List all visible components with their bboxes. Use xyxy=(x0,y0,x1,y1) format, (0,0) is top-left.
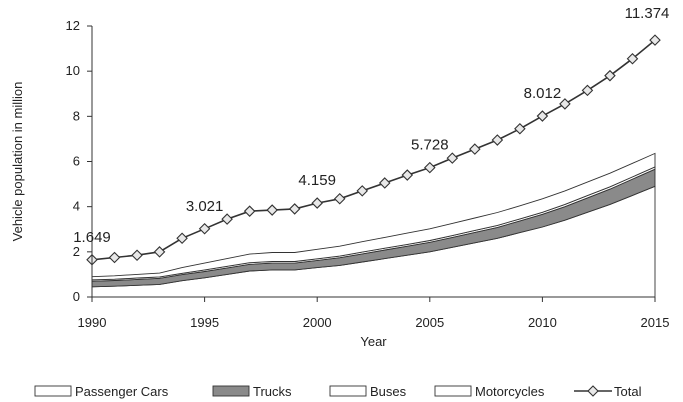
axes xyxy=(87,25,656,302)
total-marker xyxy=(288,203,301,215)
y-tick-label: 10 xyxy=(66,63,80,78)
total-data-label: 11.374 xyxy=(625,5,670,22)
total-marker xyxy=(221,213,233,225)
total-marker xyxy=(153,246,166,258)
legend-swatch-passenger-cars xyxy=(34,385,72,397)
legend-label-motorcycles: Motorcycles xyxy=(475,384,545,399)
y-tick-label: 12 xyxy=(66,18,80,33)
legend-swatch-trucks xyxy=(212,385,250,397)
y-tick-label: 6 xyxy=(73,154,80,169)
legend-label-total: Total xyxy=(614,384,642,399)
legend-swatch-buses xyxy=(329,385,367,397)
x-tick-label: 2005 xyxy=(415,315,444,330)
stacked-areas xyxy=(91,152,656,298)
total-marker xyxy=(198,222,211,235)
area-motorcycles xyxy=(91,152,656,281)
y-tick-label: 2 xyxy=(73,244,80,259)
total-data-label: 4.159 xyxy=(298,172,336,189)
x-tick-label: 2000 xyxy=(303,315,332,330)
total-marker xyxy=(604,69,616,82)
y-tick-label: 0 xyxy=(73,289,80,304)
legend-label-passenger-cars: Passenger Cars xyxy=(75,384,169,399)
total-marker xyxy=(243,205,256,217)
total-marker xyxy=(536,110,549,122)
total-marker xyxy=(333,192,346,205)
total-marker xyxy=(378,177,391,189)
tick-labels: 1990 1995 2000 2005 2010 2015 0 2 4 6 8 10 12 xyxy=(66,18,670,330)
x-tick-label: 1990 xyxy=(78,315,107,330)
total-marker xyxy=(514,122,526,135)
total-series xyxy=(86,34,661,266)
x-tick-label: 2015 xyxy=(641,315,670,330)
total-data-label: 3.021 xyxy=(186,198,224,215)
total-marker xyxy=(469,143,481,155)
x-axis-title: Year xyxy=(360,334,387,349)
total-marker xyxy=(446,152,459,164)
total-marker xyxy=(491,134,504,146)
total-marker xyxy=(266,204,278,216)
total-data-label: 8.012 xyxy=(524,85,562,102)
total-marker xyxy=(108,251,121,264)
total-data-label: 1.649 xyxy=(73,229,111,246)
total-marker xyxy=(559,98,571,110)
total-marker xyxy=(626,52,639,65)
x-tick-label: 1995 xyxy=(190,315,219,330)
total-marker xyxy=(356,185,369,197)
total-marker xyxy=(424,161,436,174)
y-axis-title: Vehicle population in million xyxy=(10,82,25,242)
data-labels: 1.649 3.021 4.159 5.728 8.012 11.374 xyxy=(73,5,669,246)
legend: Passenger Cars Trucks Buses Motorcycles Tota… xyxy=(34,384,642,399)
y-tick-label: 8 xyxy=(73,108,80,123)
total-marker xyxy=(581,84,594,97)
legend-marker-total xyxy=(587,385,599,397)
x-tick-label: 2010 xyxy=(528,315,557,330)
total-data-label: 5.728 xyxy=(411,137,449,154)
y-tick-label: 4 xyxy=(73,199,80,214)
legend-swatch-motorcycles xyxy=(434,385,472,397)
total-marker xyxy=(131,249,143,261)
legend-label-trucks: Trucks xyxy=(253,384,292,399)
total-marker xyxy=(176,232,188,245)
legend-label-buses: Buses xyxy=(370,384,407,399)
total-marker xyxy=(311,197,323,209)
total-marker xyxy=(649,34,661,46)
total-marker xyxy=(401,169,414,181)
